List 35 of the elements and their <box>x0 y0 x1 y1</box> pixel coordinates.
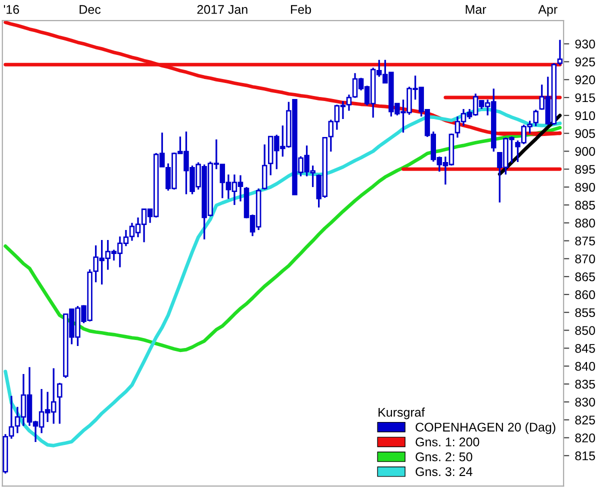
y-tick-label: 915 <box>575 93 596 102</box>
legend-label: Gns. 2: 50 <box>416 452 472 462</box>
x-tick-label: Apr <box>538 5 558 16</box>
legend-label: Gns. 1: 200 <box>416 438 480 446</box>
x-tick-label: Dec <box>80 5 101 14</box>
y-tick-label: 900 <box>575 147 596 156</box>
y-tick-label: 920 <box>575 75 596 84</box>
legend-label: COPENHAGEN 20 (Dag) <box>416 422 556 434</box>
y-tick-label: 840 <box>575 362 596 371</box>
y-tick-label: 820 <box>575 434 596 442</box>
y-tick-label: 895 <box>575 164 596 174</box>
y-tick-label: 905 <box>575 129 596 138</box>
y-tick-label: 860 <box>575 290 596 300</box>
y-tick-label: 825 <box>575 416 596 424</box>
y-tick-label: 835 <box>575 380 596 389</box>
y-tick-label: 865 <box>575 272 596 282</box>
x-tick-label: '16 <box>4 5 20 14</box>
y-tick-label: 850 <box>575 326 596 335</box>
y-tick-label: 830 <box>575 398 596 407</box>
y-tick-label: 870 <box>575 254 596 264</box>
x-tick-label: Feb <box>291 4 312 14</box>
y-tick-label: 875 <box>575 236 596 246</box>
legend-label: Gns. 3: 24 <box>416 467 472 476</box>
y-tick-label: 925 <box>575 58 596 66</box>
y-tick-label: 855 <box>575 308 596 318</box>
legend-title: Kursgraf <box>378 408 425 420</box>
y-tick-label: 885 <box>575 200 596 210</box>
y-tick-label: 910 <box>575 111 596 120</box>
x-tick-label: 2017 Jan <box>197 5 248 14</box>
y-tick-label: 930 <box>575 40 596 48</box>
y-tick-label: 880 <box>575 218 596 228</box>
y-tick-label: 815 <box>575 451 596 460</box>
x-tick-label: Mar <box>466 5 486 14</box>
y-tick-label: 845 <box>575 344 596 353</box>
y-tick-label: 890 <box>575 182 596 192</box>
